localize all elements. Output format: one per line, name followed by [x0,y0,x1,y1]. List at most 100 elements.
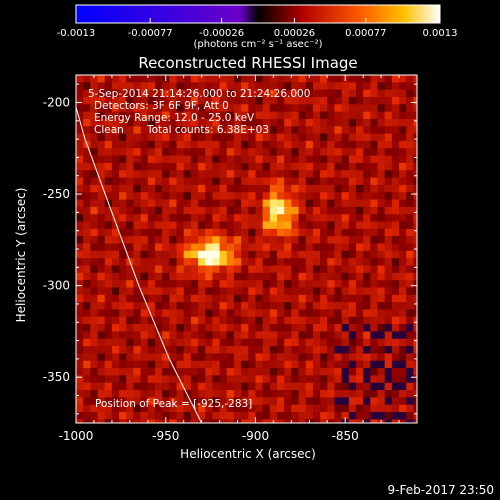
heatmap-cell [377,111,386,120]
heatmap-cell [355,258,364,266]
heatmap-cell [291,382,300,391]
heatmap-cell [162,390,170,398]
heatmap-cell [284,258,292,266]
heatmap-cell [406,309,414,318]
heatmap-cell [241,250,249,259]
heatmap-cell [391,118,400,127]
heatmap-cell [190,148,199,157]
heatmap-cell [377,133,386,142]
heatmap-cell [162,287,170,296]
heatmap-cell [291,206,300,215]
heatmap-cell [119,148,127,157]
heatmap-cell [169,316,178,325]
heatmap-cell [76,390,84,398]
heatmap-cell [176,412,185,420]
heatmap-cell [119,250,127,259]
heatmap-cell [90,118,99,127]
heatmap-cell [219,309,228,318]
heatmap-cell [183,96,192,105]
heatmap-cell [284,162,292,171]
heatmap-cell [104,192,113,201]
heatmap-cell [406,390,414,398]
heatmap-cell [248,375,256,384]
heatmap-cell [212,280,221,288]
heatmap-cell [377,397,386,406]
heatmap-cell [269,170,278,179]
heatmap-cell [277,206,285,215]
heatmap-cell [205,287,213,296]
heatmap-cell [363,324,371,332]
heatmap-cell [169,75,178,83]
heatmap-cell [341,324,350,332]
heatmap-cell [133,148,142,157]
heatmap-cell [241,412,249,420]
heatmap-cell [176,199,185,208]
heatmap-cell [154,133,163,142]
heatmap-cell [255,375,264,384]
heatmap-cell [119,236,127,245]
heatmap-cell [198,89,206,98]
heatmap-cell [370,265,379,274]
heatmap-cell [147,331,156,340]
heatmap-cell [119,265,127,274]
heatmap-cell [226,265,235,274]
heatmap-cell [176,148,185,157]
heatmap-cell [262,118,271,127]
heatmap-cell [334,360,343,369]
heatmap-cell [277,104,285,113]
heatmap-cell [312,287,321,296]
heatmap-cell [169,250,178,259]
heatmap-cell [126,184,134,193]
heatmap-cell [212,104,221,113]
heatmap-cell [269,316,278,325]
heatmap-cell [341,96,350,105]
heatmap-cell [198,390,206,398]
heatmap-cell [413,353,417,362]
heatmap-cell [147,155,156,164]
heatmap-cell [205,390,213,398]
heatmap-cell [312,250,321,259]
heatmap-cell [363,331,371,340]
heatmap-cell [162,140,170,149]
heatmap-cell [248,397,256,406]
heatmap-cell [277,265,285,274]
heatmap-cell [413,280,417,288]
heatmap-cell [370,338,379,347]
heatmap-cell [198,192,206,201]
heatmap-cell [226,133,235,142]
heatmap-cell [169,419,178,423]
heatmap-cell [255,170,264,179]
heatmap-cell [291,404,300,413]
heatmap-cell [162,258,170,266]
heatmap-cell [262,390,271,398]
heatmap-cell [83,111,91,120]
heatmap-cell [248,221,256,230]
heatmap-cell [76,75,84,83]
heatmap-cell [111,368,120,376]
heatmap-cell [305,316,314,325]
x-tick-label: -950 [152,429,179,443]
heatmap-cell [219,412,228,420]
heatmap-cell [334,118,343,127]
heatmap-cell [104,96,113,105]
heatmap-cell [219,133,228,142]
heatmap-cell [104,346,113,354]
heatmap-cell [305,170,314,179]
heatmap-cell [111,184,120,193]
heatmap-cell [284,221,292,230]
heatmap-cell [176,192,185,201]
heatmap-cell [133,111,142,120]
heatmap-cell [399,404,407,413]
heatmap-cell [305,287,314,296]
heatmap-cell [305,294,314,303]
heatmap-cell [377,206,386,215]
heatmap-cell [312,272,321,281]
heatmap-cell [147,221,156,230]
heatmap-cell [370,243,379,252]
heatmap-cell [198,346,206,354]
heatmap-cell [126,404,134,413]
heatmap-cell [205,404,213,413]
heatmap-cell [90,243,99,252]
heatmap-cell [320,382,328,391]
heatmap-cell [176,397,185,406]
